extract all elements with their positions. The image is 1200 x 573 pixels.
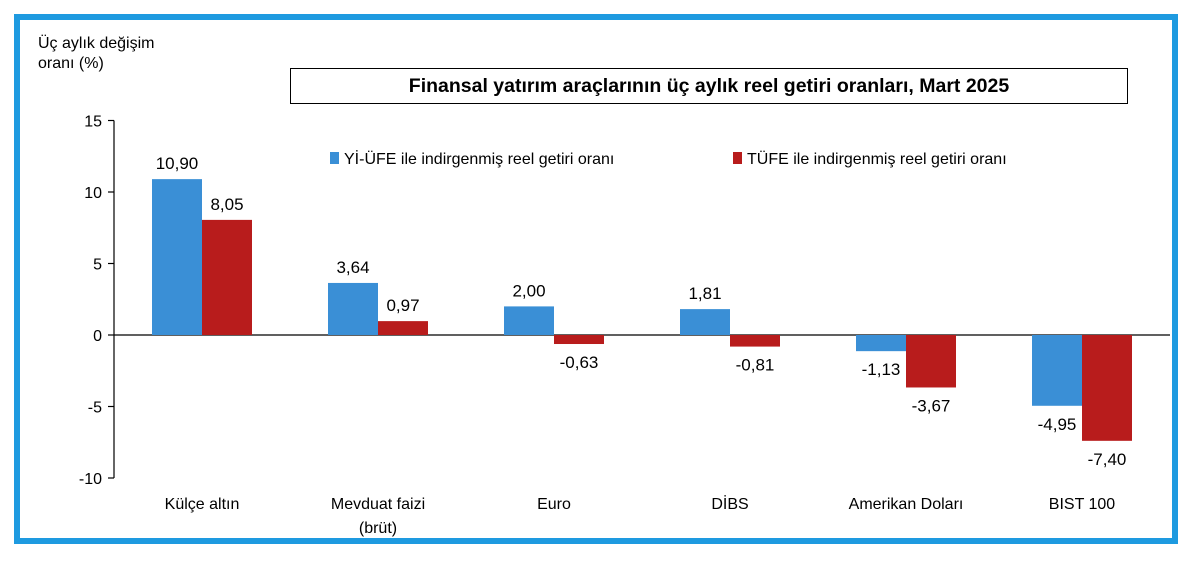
- chart-title-box: Finansal yatırım araçlarının üç aylık re…: [290, 68, 1128, 104]
- data-label: -0,81: [736, 356, 775, 375]
- data-label: -4,95: [1038, 415, 1077, 434]
- data-label: -7,40: [1088, 450, 1127, 469]
- bar-tufe: [730, 335, 780, 347]
- y-tick-label: 0: [93, 328, 102, 345]
- data-label: 10,90: [156, 154, 199, 173]
- data-label: -1,13: [862, 360, 901, 379]
- bar-yiufe: [1032, 335, 1082, 406]
- x-category-label: Mevduat faizi (brüt): [331, 496, 425, 537]
- bar-yiufe: [680, 309, 730, 335]
- data-label: 1,81: [688, 284, 721, 303]
- bar-tufe: [202, 219, 252, 335]
- bar-tufe: [378, 321, 428, 335]
- y-tick-label: 10: [84, 185, 102, 202]
- bar-yiufe: [856, 335, 906, 352]
- data-label: 8,05: [210, 195, 243, 214]
- x-category-label: Külçe altın: [165, 496, 240, 513]
- bar-yiufe: [328, 282, 378, 335]
- data-label: 2,00: [512, 281, 545, 300]
- bar-tufe: [906, 335, 956, 388]
- x-category-label: Amerikan Doları: [849, 496, 964, 513]
- legend-label: TÜFE ile indirgenmiş reel getiri oranı: [747, 150, 1007, 168]
- bar-yiufe: [504, 306, 554, 335]
- legend-swatch: [733, 152, 742, 164]
- bar-yiufe: [152, 179, 202, 335]
- data-label: -0,63: [560, 353, 599, 372]
- bar-tufe: [554, 335, 604, 345]
- legend-swatch: [330, 152, 339, 164]
- y-tick-label: -10: [79, 471, 102, 488]
- bar-tufe: [1082, 335, 1132, 441]
- data-label: 0,97: [386, 296, 419, 315]
- legend-label: Yİ-ÜFE ile indirgenmiş reel getiri oranı: [344, 149, 614, 168]
- x-category-label: Euro: [537, 496, 571, 513]
- y-tick-label: 5: [93, 257, 102, 274]
- data-label: -3,67: [912, 396, 951, 415]
- y-tick-label: 15: [84, 114, 102, 131]
- x-category-label: BIST 100: [1049, 496, 1116, 513]
- x-category-label: DİBS: [711, 494, 748, 513]
- y-tick-label: -5: [88, 400, 102, 417]
- chart-title: Finansal yatırım araçlarının üç aylık re…: [408, 74, 1010, 97]
- data-label: 3,64: [336, 258, 369, 277]
- y-axis-label: Üç aylık değişim oranı (%): [38, 35, 155, 72]
